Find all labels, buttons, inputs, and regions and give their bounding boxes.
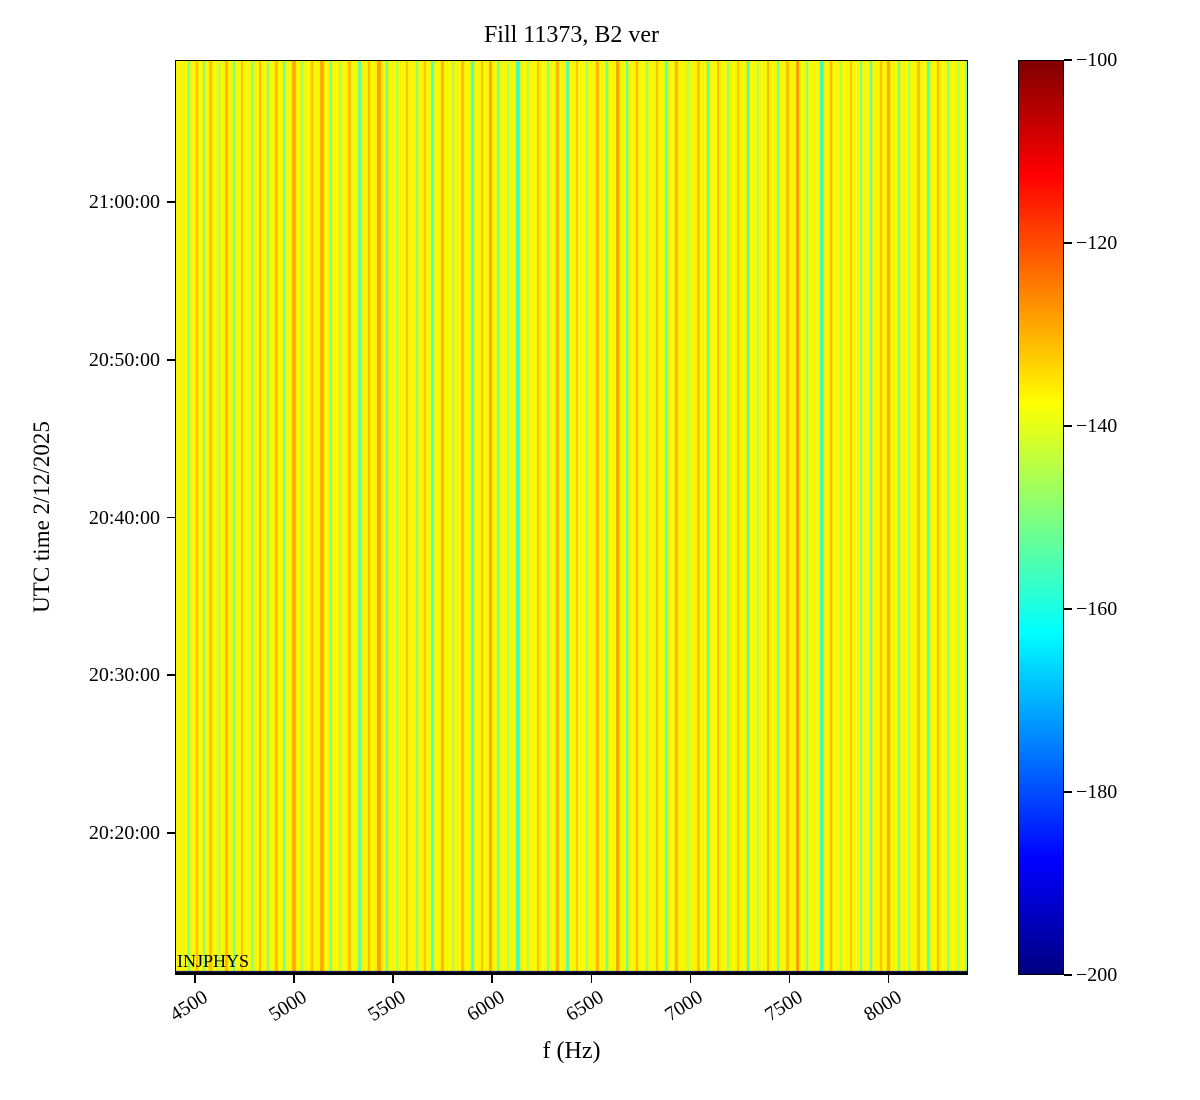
x-tick-label: 7000 [661,986,708,1026]
x-tick-mark [689,975,692,983]
colorbar-tick-label: −200 [1076,964,1118,986]
colorbar-tick-mark [1064,974,1072,976]
x-tick-label: 4500 [165,986,212,1026]
y-tick-mark [167,674,175,677]
colorbar-tick-label: −160 [1076,598,1118,620]
y-tick-mark [167,201,175,203]
y-tick-mark [167,358,175,361]
y-tick-label: 21:00:00 [88,190,160,213]
y-tick-mark [167,832,175,834]
colorbar-tick-mark [1064,608,1072,610]
y-tick-label: 20:20:00 [88,822,160,845]
colorbar-tick-label: −140 [1076,415,1118,437]
injphys-annotation: INJPHYS [177,951,250,971]
colorbar-tick-mark [1064,242,1072,244]
x-tick-label: 6500 [562,986,608,1026]
colorbar-tick-mark [1064,791,1072,793]
x-tick-mark [392,975,394,983]
colorbar-tick-label: −120 [1076,232,1118,254]
x-axis-label: f (Hz) [542,1038,601,1064]
colorbar-tick-mark [1064,59,1072,61]
x-tick-label: 8000 [859,986,906,1026]
x-tick-mark [491,975,493,983]
colorbar-canvas [1018,60,1064,975]
x-tick-label: 5000 [265,986,311,1026]
plot-area: INJPHYS [175,60,968,975]
x-tick-mark [590,975,593,983]
x-tick-mark [887,975,890,983]
colorbar-tick-mark [1064,425,1072,427]
y-tick-label: 20:50:00 [88,348,160,371]
x-tick-mark [293,975,295,983]
colorbar-tick-label: −180 [1076,781,1118,803]
y-tick-label: 20:30:00 [88,664,160,687]
x-tick-label: 5500 [364,986,410,1026]
chart-title: Fill 11373, B2 ver [483,22,660,48]
x-tick-mark [788,975,791,983]
colorbar [1018,60,1064,975]
heatmap-canvas [175,60,968,975]
x-tick-mark [194,975,196,983]
colorbar-tick-label: −100 [1076,49,1118,71]
x-tick-label: 7500 [760,986,807,1026]
x-tick-label: 6000 [463,986,509,1026]
y-tick-mark [167,516,175,519]
y-tick-label: 20:40:00 [88,506,160,529]
